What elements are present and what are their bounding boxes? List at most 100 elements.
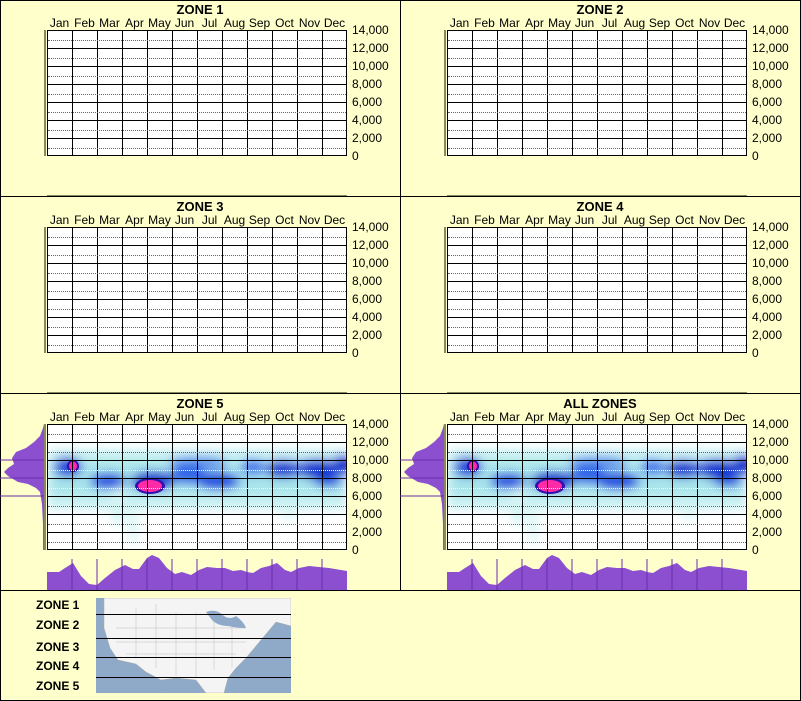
month-label: May: [548, 213, 571, 227]
month-label: Sep: [248, 410, 271, 424]
elevation-gridline: [48, 478, 346, 479]
month-label: Apr: [525, 213, 544, 227]
month-label: Aug: [623, 410, 646, 424]
month-gridline: [547, 228, 548, 352]
elevation-tick: 10,000: [352, 256, 389, 270]
month-gridline: [722, 425, 723, 549]
left-axis-bar: [44, 30, 46, 156]
month-gridline: [722, 31, 723, 155]
month-gridline: [97, 425, 98, 549]
monthly-axis-bar: [47, 195, 347, 196]
panel-zone3: ZONE 3 Jan Feb Mar Apr May Jun Jul Aug Sep Oct Nov D…: [0, 197, 400, 393]
minor-gridline: [448, 452, 746, 453]
minor-gridline: [448, 345, 746, 346]
month-gridline: [272, 228, 273, 352]
month-label: Nov: [698, 16, 721, 30]
elevation-gridline: [448, 335, 746, 336]
month-label: Dec: [723, 213, 746, 227]
month-label: Mar: [99, 16, 120, 30]
month-gridline: [322, 228, 323, 352]
elevation-tick: 14,000: [752, 220, 789, 234]
north-america-map-icon: [103, 598, 291, 693]
minor-gridline: [48, 309, 346, 310]
elevation-gridline: [48, 442, 346, 443]
zone-boundary-4: [96, 677, 291, 678]
elevation-tick: 4,000: [752, 310, 783, 324]
plot-area: [447, 30, 747, 156]
month-gridline: [72, 425, 73, 549]
plot-area: [47, 227, 347, 353]
elevation-distribution: [400, 424, 446, 550]
elevation-gridline: [48, 281, 346, 282]
elevation-tick: 10,000: [752, 256, 789, 270]
elevation-tick: 0: [352, 543, 359, 557]
month-gridline: [122, 425, 123, 549]
month-label: Jun: [574, 16, 595, 30]
minor-gridline: [48, 112, 346, 113]
elevation-tick: 10,000: [352, 59, 389, 73]
minor-gridline: [448, 488, 746, 489]
minor-gridline: [48, 76, 346, 77]
month-label: Jul: [201, 213, 218, 227]
minor-gridline: [48, 434, 346, 435]
panel-title: ALL ZONES: [563, 396, 637, 411]
minor-gridline: [448, 524, 746, 525]
elevation-gridline: [448, 120, 746, 121]
legend-zone-5: ZONE 5: [36, 679, 80, 693]
month-gridline: [697, 31, 698, 155]
month-label: Jun: [574, 213, 595, 227]
month-label: Feb: [474, 213, 495, 227]
minor-gridline: [48, 237, 346, 238]
minor-gridline: [448, 506, 746, 507]
month-label: Jul: [201, 16, 218, 30]
month-label: Oct: [275, 410, 294, 424]
monthly-distribution: [47, 555, 347, 590]
minor-gridline: [48, 327, 346, 328]
left-axis-bar: [44, 227, 46, 353]
month-gridline: [222, 425, 223, 549]
month-label: Nov: [698, 213, 721, 227]
monthly-distribution: [447, 555, 747, 590]
month-label: May: [548, 16, 571, 30]
month-gridline: [322, 31, 323, 155]
elevation-tick: 0: [352, 346, 359, 360]
month-gridline: [672, 425, 673, 549]
month-label: Nov: [298, 213, 321, 227]
elevation-gridline: [448, 460, 746, 461]
minor-gridline: [48, 40, 346, 41]
panel-zone4: ZONE 4 Jan Feb Mar Apr May Jun Jul Aug Sep Oct Nov D…: [400, 197, 800, 393]
month-gridline: [722, 228, 723, 352]
month-gridline: [247, 228, 248, 352]
minor-gridline: [448, 94, 746, 95]
left-axis-bar: [444, 227, 446, 353]
month-label: Jul: [201, 410, 218, 424]
month-gridline: [222, 228, 223, 352]
month-axis: Jan Feb Mar Apr May Jun Jul Aug Sep Oct Nov Dec: [47, 16, 347, 30]
month-gridline: [672, 228, 673, 352]
month-gridline: [597, 425, 598, 549]
month-label: Oct: [275, 213, 294, 227]
month-label: Nov: [698, 410, 721, 424]
month-label: Nov: [298, 16, 321, 30]
month-label: Aug: [223, 410, 246, 424]
elevation-tick: 12,000: [352, 41, 389, 55]
month-label: Dec: [323, 410, 346, 424]
elevation-gridline: [48, 263, 346, 264]
minor-gridline: [48, 524, 346, 525]
month-gridline: [697, 228, 698, 352]
month-gridline: [147, 228, 148, 352]
elevation-tick: 6,000: [752, 489, 783, 503]
month-label: Jun: [174, 16, 195, 30]
elevation-gridline: [448, 138, 746, 139]
minor-gridline: [48, 452, 346, 453]
elevation-tick: 12,000: [752, 238, 789, 252]
month-label: Mar: [499, 213, 520, 227]
month-label: Feb: [474, 16, 495, 30]
minor-gridline: [48, 148, 346, 149]
panel-title: ZONE 3: [176, 199, 224, 214]
minor-gridline: [448, 40, 746, 41]
month-label: May: [148, 410, 171, 424]
month-label: Apr: [125, 16, 144, 30]
elevation-gridline: [48, 138, 346, 139]
month-gridline: [497, 228, 498, 352]
